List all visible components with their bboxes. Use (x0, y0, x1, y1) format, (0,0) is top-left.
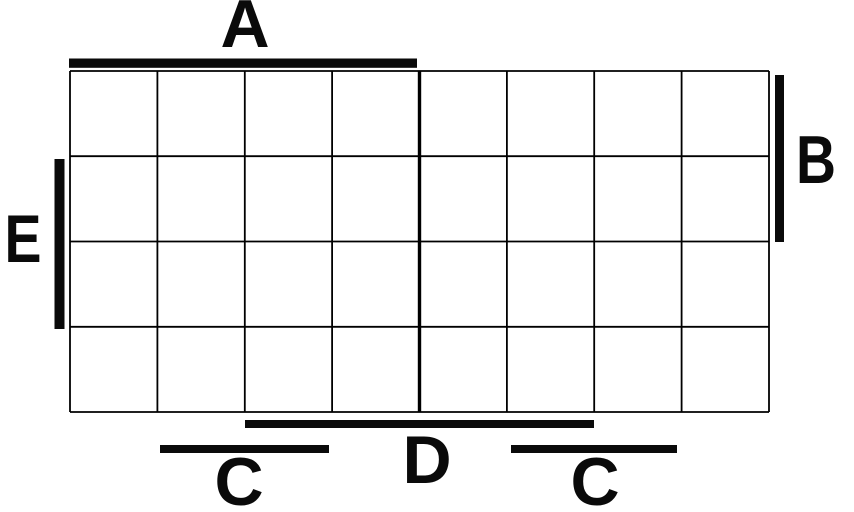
svg-text:C: C (570, 444, 619, 512)
svg-text:D: D (402, 422, 451, 498)
svg-text:B: B (796, 122, 836, 198)
svg-text:E: E (5, 201, 42, 277)
svg-text:C: C (214, 444, 263, 512)
svg-text:A: A (220, 0, 269, 62)
